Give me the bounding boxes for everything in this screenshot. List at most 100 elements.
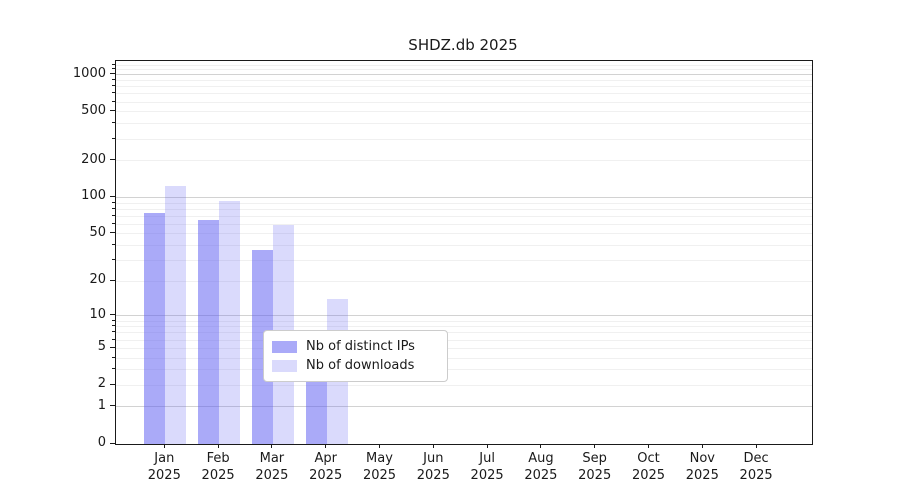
y-axis-tick-label: 20 xyxy=(89,272,106,288)
y-minor-tick-mark xyxy=(112,232,115,234)
gridline-major xyxy=(116,196,812,198)
legend-row-downloads: Nb of downloads xyxy=(272,356,438,375)
gridline-minor xyxy=(116,280,812,282)
y-minor-tick-mark xyxy=(112,346,115,348)
gridline-minor xyxy=(116,208,812,210)
x-axis-tick-label: Nov 2025 xyxy=(685,451,719,483)
x-tick-mark xyxy=(701,444,703,448)
y-tick-mark xyxy=(110,314,115,316)
x-axis-tick-label: Jul 2025 xyxy=(470,451,504,483)
plot-area xyxy=(115,60,813,445)
x-tick-mark xyxy=(648,444,649,448)
y-tick-mark xyxy=(110,73,115,75)
y-tick-mark xyxy=(110,195,115,197)
y-axis-tick-label: 1 xyxy=(97,397,106,413)
bar-distinct-ips-jan xyxy=(144,212,166,444)
y-axis-tick-label: 2 xyxy=(97,376,106,392)
x-axis-tick-label: Jan 2025 xyxy=(147,451,181,483)
gridline-minor xyxy=(116,101,812,103)
gridline-minor xyxy=(116,332,812,334)
bar-distinct-ips-feb xyxy=(198,220,220,444)
legend-row-distinct-ips: Nb of distinct IPs xyxy=(272,337,438,356)
y-minor-tick-mark xyxy=(112,137,115,139)
y-minor-tick-mark xyxy=(112,68,115,70)
gridline-major xyxy=(116,315,812,317)
y-minor-tick-mark xyxy=(112,110,115,112)
legend-label-distinct-ips: Nb of distinct IPs xyxy=(306,339,415,354)
x-tick-mark xyxy=(325,444,327,448)
legend: Nb of distinct IPs Nb of downloads xyxy=(263,330,448,382)
x-axis-tick-label: Sep 2025 xyxy=(578,451,612,483)
y-minor-tick-mark xyxy=(112,319,115,321)
x-tick-mark xyxy=(432,444,434,448)
gridline-minor xyxy=(116,160,812,162)
y-minor-tick-mark xyxy=(112,244,115,246)
x-axis-tick-label: Oct 2025 xyxy=(631,451,666,483)
gridline-minor xyxy=(116,245,812,247)
gridline-minor xyxy=(116,123,812,125)
y-axis-tick-label: 10 xyxy=(89,306,106,322)
y-minor-tick-mark xyxy=(112,368,115,370)
gridline-minor xyxy=(116,260,812,262)
x-axis-tick-label: Jun 2025 xyxy=(416,451,450,483)
y-minor-tick-mark xyxy=(112,338,115,340)
gridline-minor xyxy=(116,384,812,386)
gridline-minor xyxy=(116,80,812,82)
gridline-minor xyxy=(116,339,812,341)
y-minor-tick-mark xyxy=(112,279,115,281)
x-tick-mark xyxy=(540,444,542,448)
gridline-minor xyxy=(116,86,812,88)
y-axis-tick-label: 5 xyxy=(97,339,106,355)
x-axis-tick-label: Mar 2025 xyxy=(255,451,289,483)
y-axis-tick-label: 200 xyxy=(81,151,106,167)
y-axis-tick-label: 1000 xyxy=(72,65,106,81)
gridline-minor xyxy=(116,326,812,328)
x-tick-mark xyxy=(163,444,165,448)
gridline-major xyxy=(116,74,812,76)
y-minor-tick-mark xyxy=(112,207,115,209)
gridline-minor xyxy=(116,215,812,217)
y-minor-tick-mark xyxy=(112,159,115,161)
gridline-minor xyxy=(116,347,812,349)
gridline-minor xyxy=(116,64,812,66)
x-tick-mark xyxy=(594,444,596,448)
x-tick-mark xyxy=(217,444,219,448)
y-tick-mark xyxy=(110,442,115,444)
y-minor-tick-mark xyxy=(112,92,115,94)
y-minor-tick-mark xyxy=(112,201,115,203)
y-minor-tick-mark xyxy=(112,222,115,224)
gridline-minor xyxy=(116,223,812,225)
legend-swatch-distinct-ips xyxy=(272,340,297,353)
gridline-minor xyxy=(116,357,812,359)
gridline-minor xyxy=(116,320,812,322)
x-tick-mark xyxy=(271,444,273,448)
gridline-minor xyxy=(116,138,812,140)
y-minor-tick-mark xyxy=(112,79,115,81)
bar-distinct-ips-mar xyxy=(251,249,273,444)
y-axis-tick-label: 50 xyxy=(89,224,106,240)
y-minor-tick-mark xyxy=(112,63,115,65)
y-minor-tick-mark xyxy=(112,383,115,385)
y-minor-tick-mark xyxy=(112,214,115,216)
x-axis-tick-label: Dec 2025 xyxy=(739,451,773,483)
legend-swatch-downloads xyxy=(272,359,297,372)
chart-title: SHDZ.db 2025 xyxy=(408,36,518,54)
x-axis-tick-label: Aug 2025 xyxy=(524,451,558,483)
gridline-minor xyxy=(116,69,812,71)
y-minor-tick-mark xyxy=(112,122,115,124)
y-minor-tick-mark xyxy=(112,259,115,261)
x-axis-tick-label: Feb 2025 xyxy=(201,451,235,483)
x-tick-mark xyxy=(755,444,757,448)
gridline-minor xyxy=(116,202,812,204)
y-minor-tick-mark xyxy=(112,325,115,327)
legend-label-downloads: Nb of downloads xyxy=(306,358,415,373)
bar-downloads-feb xyxy=(219,200,241,444)
gridline-minor xyxy=(116,111,812,113)
x-axis-tick-label: Apr 2025 xyxy=(309,451,343,483)
y-axis-tick-label: 500 xyxy=(81,102,106,118)
y-minor-tick-mark xyxy=(112,331,115,333)
y-minor-tick-mark xyxy=(112,85,115,87)
x-axis-tick-label: May 2025 xyxy=(362,451,397,483)
y-axis-tick-label: 0 xyxy=(97,435,106,450)
